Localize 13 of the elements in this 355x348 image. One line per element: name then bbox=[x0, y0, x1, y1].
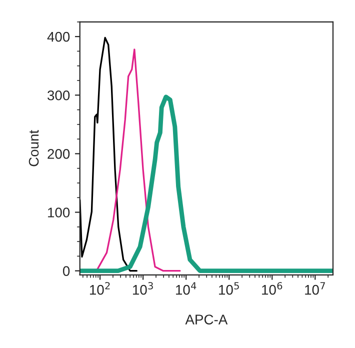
x-tick-label: 10$^{3}$ bbox=[133, 282, 153, 295]
y-tick-label: 200 bbox=[48, 149, 70, 159]
y-tick-label: 100 bbox=[48, 208, 70, 218]
y-tick-label: 0 bbox=[62, 266, 70, 276]
y-axis-title: Count bbox=[28, 130, 39, 166]
x-tick-label: 10$^{5}$ bbox=[219, 282, 239, 295]
x-axis-title: APC-A bbox=[185, 314, 228, 324]
x-tick-label: 10$^{6}$ bbox=[262, 282, 282, 295]
y-tick-label: 300 bbox=[48, 90, 70, 100]
x-tick-label: 10$^{2}$ bbox=[90, 282, 110, 295]
y-tick-label: 400 bbox=[47, 32, 70, 42]
x-tick-label: 10$^{7}$ bbox=[305, 282, 325, 295]
x-tick-label: 10$^{4}$ bbox=[176, 282, 196, 295]
